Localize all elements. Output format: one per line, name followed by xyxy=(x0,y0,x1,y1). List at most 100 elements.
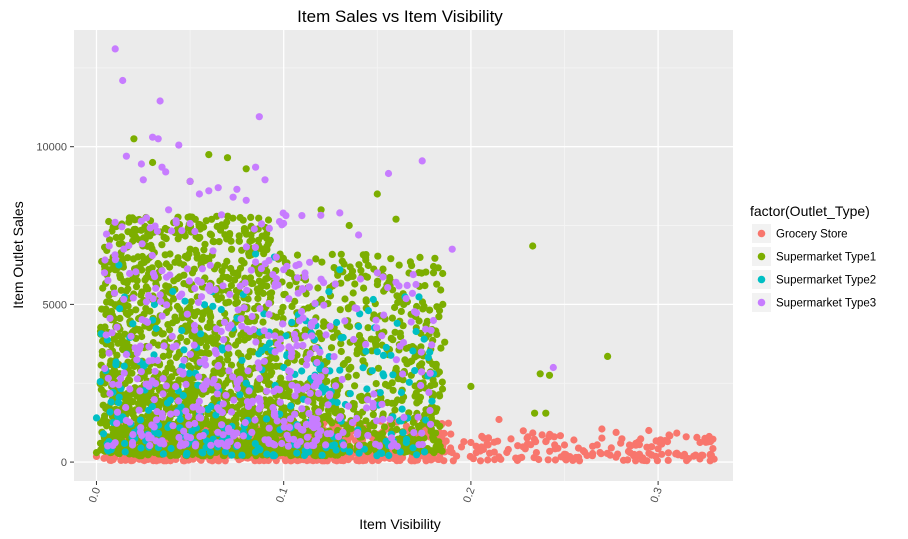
data-point xyxy=(92,414,101,422)
data-point xyxy=(202,419,210,428)
data-point xyxy=(429,316,437,325)
data-point xyxy=(476,447,484,455)
data-point xyxy=(403,281,411,289)
data-point xyxy=(376,389,384,397)
data-point xyxy=(331,382,340,390)
data-point xyxy=(692,451,700,459)
data-point xyxy=(225,231,233,239)
data-point xyxy=(427,420,435,428)
data-point xyxy=(303,355,311,363)
data-point xyxy=(129,255,138,263)
data-point xyxy=(154,135,162,143)
data-point xyxy=(138,240,146,248)
data-point xyxy=(706,457,714,465)
data-point xyxy=(286,281,294,289)
data-point xyxy=(285,295,293,303)
data-point xyxy=(301,332,309,340)
data-point xyxy=(206,448,215,456)
data-point xyxy=(143,380,151,388)
data-point xyxy=(260,250,268,258)
data-point xyxy=(312,344,320,352)
data-point xyxy=(341,317,349,325)
data-point xyxy=(104,442,112,450)
data-point xyxy=(211,286,219,294)
data-point xyxy=(177,334,185,342)
legend-item: Grocery Store xyxy=(752,224,848,243)
data-point xyxy=(360,284,368,292)
data-point xyxy=(439,269,447,278)
data-point xyxy=(186,350,194,358)
data-point xyxy=(612,428,620,436)
data-point xyxy=(336,306,344,314)
data-point xyxy=(308,415,316,423)
data-point xyxy=(138,316,146,324)
data-point xyxy=(127,332,135,340)
data-point xyxy=(521,445,529,453)
data-point xyxy=(299,341,307,349)
data-point xyxy=(313,358,321,367)
data-point xyxy=(152,416,161,424)
data-point xyxy=(286,415,295,423)
data-point xyxy=(333,318,341,327)
data-point xyxy=(124,277,132,285)
data-point xyxy=(205,308,214,316)
data-point xyxy=(144,406,153,414)
data-point xyxy=(129,294,137,302)
data-point xyxy=(336,366,344,374)
data-point xyxy=(200,385,208,393)
data-point xyxy=(146,441,154,450)
data-point xyxy=(396,296,404,304)
data-point xyxy=(228,330,236,338)
data-point xyxy=(191,284,199,293)
data-point xyxy=(137,368,145,376)
data-point xyxy=(242,165,250,173)
data-point xyxy=(369,399,377,407)
data-point xyxy=(340,359,348,368)
data-point xyxy=(125,241,133,250)
data-point xyxy=(255,113,263,121)
data-point xyxy=(209,302,217,310)
data-point xyxy=(264,332,273,340)
data-point xyxy=(490,438,498,446)
data-point xyxy=(326,430,334,438)
data-point xyxy=(386,415,394,423)
data-point xyxy=(186,219,194,228)
data-point xyxy=(310,382,318,390)
data-point xyxy=(368,347,376,355)
data-point xyxy=(648,451,656,459)
data-point xyxy=(282,212,290,220)
data-point xyxy=(166,326,174,334)
data-point xyxy=(265,310,273,319)
data-point xyxy=(397,333,405,341)
data-point xyxy=(151,273,159,281)
data-point xyxy=(139,176,147,184)
data-point xyxy=(645,426,653,435)
data-point xyxy=(416,253,424,261)
data-point xyxy=(185,421,193,429)
data-point xyxy=(176,415,184,423)
data-point xyxy=(111,439,119,447)
data-point xyxy=(185,322,193,330)
data-point xyxy=(362,340,370,348)
data-point xyxy=(436,392,444,400)
data-point xyxy=(103,298,111,306)
data-point xyxy=(293,441,301,449)
data-point xyxy=(182,451,190,459)
data-point xyxy=(388,434,396,442)
data-point xyxy=(384,169,393,178)
data-point xyxy=(172,342,180,350)
data-point xyxy=(158,410,166,418)
legend-label: Supermarket Type1 xyxy=(776,252,876,264)
data-point xyxy=(351,382,359,390)
data-point xyxy=(196,406,204,414)
data-point xyxy=(542,409,550,417)
data-point xyxy=(180,427,188,435)
data-point xyxy=(242,379,250,387)
data-point xyxy=(213,390,221,398)
data-point xyxy=(149,133,157,141)
data-point xyxy=(570,436,578,444)
data-point xyxy=(218,421,226,429)
data-point xyxy=(263,274,271,282)
data-point xyxy=(153,227,161,235)
data-point xyxy=(355,441,363,450)
